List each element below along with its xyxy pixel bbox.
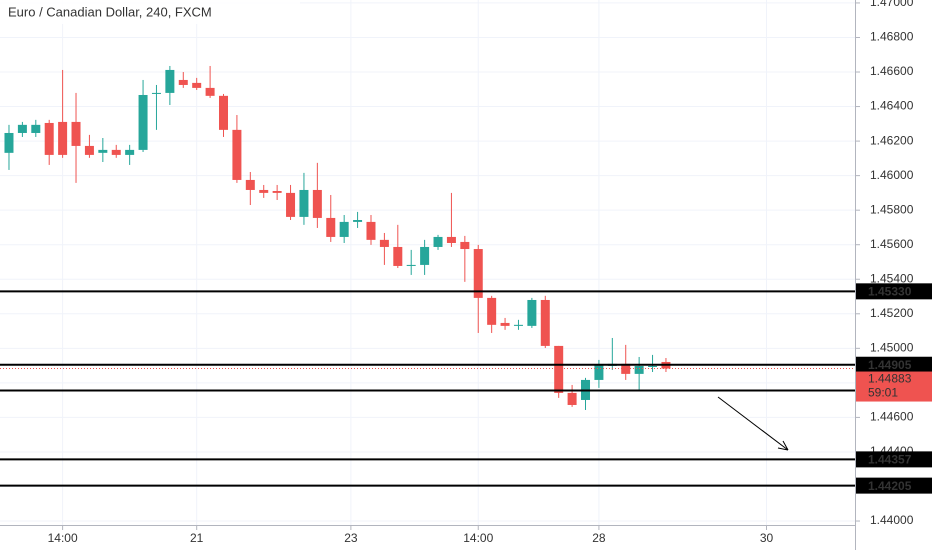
arrow-line bbox=[717, 396, 789, 451]
candle-body bbox=[393, 246, 403, 266]
y-tick-label: 1.45000 bbox=[870, 341, 914, 355]
plot-area bbox=[0, 65, 855, 487]
candle-body bbox=[366, 221, 376, 240]
candle-body bbox=[339, 221, 349, 237]
candle-body bbox=[353, 220, 363, 222]
candle-body bbox=[433, 236, 443, 247]
candle-body bbox=[165, 69, 175, 93]
price-label: 1.44905 bbox=[868, 358, 912, 372]
arrow-head bbox=[777, 440, 789, 451]
y-tick-label: 1.45800 bbox=[870, 202, 914, 216]
axes: 1.47000 1.46800 1.46600 1.46400 1.46200 1.460… bbox=[48, 0, 932, 545]
candle-body bbox=[219, 95, 229, 130]
candle-body bbox=[71, 121, 81, 146]
price-label: 1.44205 bbox=[868, 479, 912, 493]
candle-body bbox=[648, 365, 658, 367]
y-tick-label: 1.47000 bbox=[870, 0, 914, 9]
x-tick-label: 14:00 bbox=[463, 531, 493, 545]
y-tick-label: 1.46400 bbox=[870, 99, 914, 113]
candle-body bbox=[446, 236, 456, 243]
candle-body bbox=[500, 322, 510, 326]
candle-body bbox=[473, 249, 483, 298]
candle-body bbox=[178, 79, 188, 85]
candle-body bbox=[272, 191, 282, 193]
price-label-box bbox=[856, 451, 932, 468]
y-tick-label: 1.45200 bbox=[870, 306, 914, 320]
y-tick-label: 1.46800 bbox=[870, 30, 914, 44]
x-tick-label: 14:00 bbox=[48, 531, 78, 545]
chart-title: Euro / Canadian Dollar, 240, FXCM bbox=[8, 4, 212, 19]
title-bg bbox=[0, 0, 300, 24]
candle-body bbox=[621, 363, 631, 374]
candle-body bbox=[111, 149, 121, 155]
price-label: 1.44357 bbox=[868, 453, 912, 467]
candle-body bbox=[487, 297, 497, 325]
candle-body bbox=[125, 149, 135, 155]
y-tick-label: 1.46600 bbox=[870, 64, 914, 78]
price-label-box bbox=[856, 356, 932, 373]
candle-body bbox=[98, 149, 108, 153]
price-label-box bbox=[856, 477, 932, 494]
candle-body bbox=[460, 241, 470, 250]
candle-body bbox=[513, 324, 523, 326]
y-tick-label: 1.46000 bbox=[870, 168, 914, 182]
candle-body bbox=[527, 299, 537, 326]
y-tick-label: 1.44600 bbox=[870, 410, 914, 424]
candle-body bbox=[420, 246, 430, 265]
candle-body bbox=[326, 217, 336, 237]
current-price-label: 1.44883 bbox=[868, 372, 912, 386]
candle-body bbox=[312, 189, 322, 218]
candle-body bbox=[4, 132, 14, 153]
candle-body bbox=[138, 94, 148, 150]
candle-body bbox=[17, 124, 27, 133]
y-tick-label: 1.45400 bbox=[870, 271, 914, 285]
candle-body bbox=[31, 124, 41, 133]
price-label-box bbox=[856, 283, 932, 300]
candle-body bbox=[379, 239, 389, 247]
y-tick-label: 1.44000 bbox=[870, 513, 914, 527]
candle-body bbox=[232, 129, 242, 180]
grid bbox=[0, 0, 855, 525]
x-tick-label: 28 bbox=[592, 531, 606, 545]
candle-body bbox=[84, 145, 94, 155]
candle-body bbox=[567, 392, 577, 405]
y-tick-label: 1.45600 bbox=[870, 237, 914, 251]
current-price-box bbox=[856, 371, 932, 402]
candle-body bbox=[245, 179, 255, 190]
candle-body bbox=[151, 92, 161, 94]
x-tick-label: 23 bbox=[344, 531, 358, 545]
x-tick-label: 30 bbox=[760, 531, 774, 545]
candle-body bbox=[205, 87, 215, 96]
candle-body bbox=[540, 299, 550, 346]
y-tick-label: 1.46200 bbox=[870, 133, 914, 147]
candle-body bbox=[299, 189, 309, 217]
countdown-label: 59:01 bbox=[868, 386, 898, 400]
candle-body bbox=[634, 365, 644, 374]
candle-body bbox=[286, 192, 296, 217]
candle-body bbox=[406, 264, 416, 266]
candle-body bbox=[259, 189, 269, 193]
price-label: 1.45330 bbox=[868, 285, 912, 299]
candle-body bbox=[58, 121, 68, 155]
candle-body bbox=[44, 122, 54, 155]
x-tick-label: 21 bbox=[190, 531, 204, 545]
candle-body bbox=[554, 345, 564, 393]
candle-body bbox=[192, 82, 202, 88]
candle-body bbox=[594, 364, 604, 380]
